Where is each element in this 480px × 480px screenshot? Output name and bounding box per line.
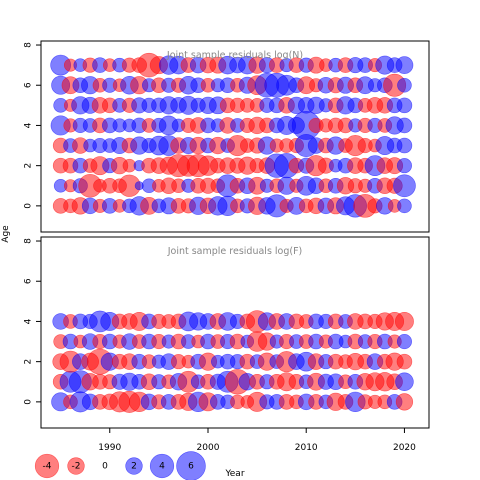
y-tick-label: 2 bbox=[24, 163, 34, 169]
residual-point bbox=[397, 77, 412, 93]
x-tick-label: 2010 bbox=[295, 443, 318, 453]
panel-title-1: Joint sample residuals log(F) bbox=[167, 246, 303, 257]
y-tick-label: 8 bbox=[24, 42, 34, 48]
y-tick-label: 6 bbox=[24, 82, 34, 88]
residual-point bbox=[393, 174, 416, 198]
residual-point bbox=[395, 372, 414, 392]
x-tick-label: 2020 bbox=[393, 443, 416, 453]
legend-label: 2 bbox=[131, 462, 137, 472]
legend-label: -2 bbox=[72, 462, 81, 472]
legend-bubble bbox=[176, 451, 206, 480]
x-tick-label: 2000 bbox=[197, 443, 220, 453]
y-tick-label: 8 bbox=[24, 238, 34, 244]
residual-point bbox=[396, 353, 413, 370]
residual-point bbox=[396, 97, 413, 114]
y-axis-label: Age bbox=[1, 225, 11, 243]
residual-point bbox=[395, 56, 414, 74]
residual-point bbox=[396, 137, 413, 154]
y-tick-label: 4 bbox=[24, 318, 34, 324]
y-tick-label: 0 bbox=[24, 203, 34, 209]
legend-label: 0 bbox=[102, 462, 108, 472]
panel-title-0: Joint sample residuals log(N) bbox=[166, 50, 303, 61]
legend-label: 6 bbox=[188, 462, 194, 472]
y-tick-label: 2 bbox=[24, 359, 34, 365]
y-tick-label: 4 bbox=[24, 122, 34, 128]
residual-point bbox=[396, 334, 412, 350]
x-tick-label: 1990 bbox=[98, 443, 121, 453]
panel-frame-1 bbox=[40, 236, 430, 429]
legend-label: 4 bbox=[159, 462, 165, 472]
residual-point bbox=[396, 117, 413, 134]
x-axis-label: Year bbox=[224, 469, 244, 479]
residual-point bbox=[396, 158, 412, 174]
legend-bubble bbox=[34, 453, 60, 479]
residual-point bbox=[395, 393, 414, 411]
legend-bubble bbox=[67, 457, 85, 475]
legend-label: -4 bbox=[43, 462, 52, 472]
legend-bubble bbox=[125, 457, 143, 475]
y-tick-label: 0 bbox=[24, 399, 34, 405]
residual-point bbox=[395, 312, 414, 331]
residual-point bbox=[397, 198, 412, 214]
legend-bubble bbox=[149, 453, 175, 479]
y-tick-label: 6 bbox=[24, 278, 34, 284]
panel-frame-0 bbox=[40, 40, 430, 233]
